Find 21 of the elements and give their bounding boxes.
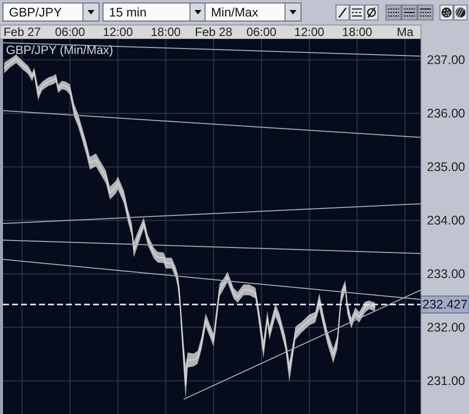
x-tick-label: 06:00 xyxy=(246,25,277,39)
chart-title: GBP/JPY (Min/Max) xyxy=(6,43,114,57)
x-tick-label: 12:00 xyxy=(294,25,325,39)
x-tick-label: Ma xyxy=(396,25,414,39)
y-tick-label: 233.00 xyxy=(426,266,466,281)
y-tick-label: 235.00 xyxy=(426,160,466,174)
y-tick-label: 232.00 xyxy=(426,320,466,334)
y-tick-label: 231.00 xyxy=(426,374,466,388)
y-tick-label: 234.00 xyxy=(426,213,466,228)
ref-line-label: 232.427 xyxy=(422,297,468,312)
x-tick-label: Feb 27 xyxy=(3,25,42,39)
text: GBP/JPY xyxy=(9,6,62,20)
x-tick-label: 18:00 xyxy=(342,25,373,39)
x-tick-label: 06:00 xyxy=(54,25,86,39)
text: Min/Max xyxy=(211,6,259,20)
x-tick-label: 18:00 xyxy=(150,25,182,39)
y-tick-label: 236.00 xyxy=(426,106,466,120)
y-tick-label: 237.00 xyxy=(426,52,466,67)
x-tick-label: Feb 28 xyxy=(194,25,233,39)
x-tick-label: 12:00 xyxy=(102,25,134,39)
text: 15 min xyxy=(109,6,147,20)
